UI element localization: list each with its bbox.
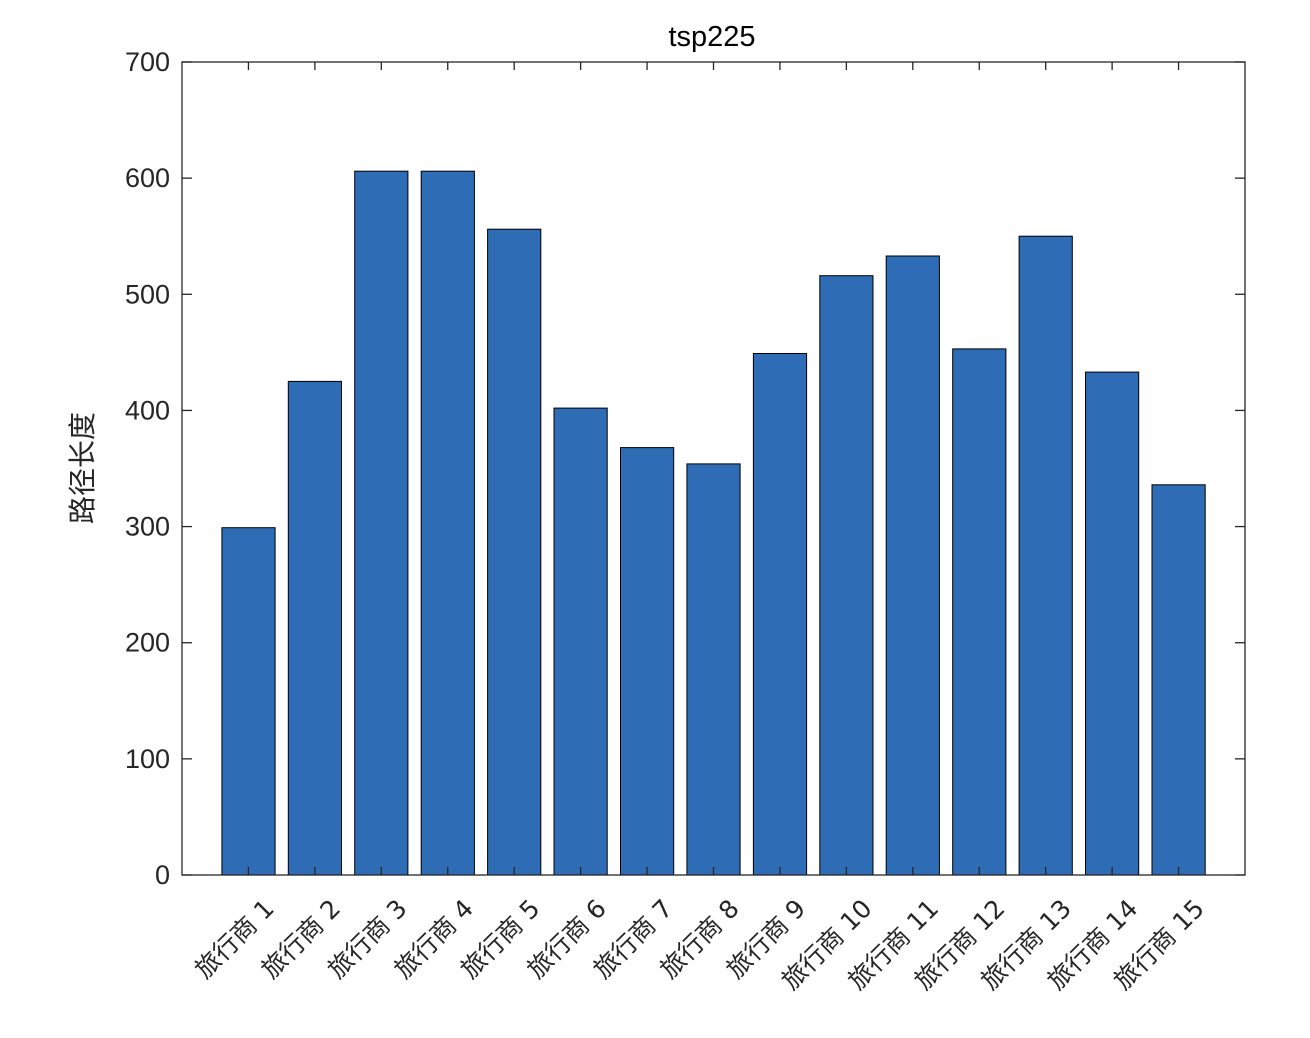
- bar-15: [1151, 484, 1206, 876]
- bar-5: [487, 228, 542, 876]
- bar-9: [752, 353, 808, 876]
- y-tick-label-600: 600: [125, 163, 170, 193]
- y-tick-label-400: 400: [125, 395, 170, 425]
- y-ticks-group: 0 100 200 300 400 500 600 700: [125, 47, 1245, 890]
- y-tick-label-0: 0: [155, 860, 170, 890]
- bars-group: [221, 170, 1206, 876]
- bar-8: [686, 463, 741, 876]
- y-axis-label: 路径长度: [66, 412, 99, 524]
- bar-10: [819, 275, 874, 876]
- bar-6: [553, 407, 608, 876]
- bar-12: [952, 348, 1007, 876]
- bar-3: [354, 170, 409, 876]
- bar-4: [420, 170, 475, 876]
- bar-11: [885, 255, 940, 876]
- y-tick-label-100: 100: [125, 744, 170, 774]
- bar-1: [221, 527, 276, 876]
- bar-2: [287, 380, 342, 876]
- y-tick-label-300: 300: [125, 512, 170, 542]
- y-tick-label-200: 200: [125, 628, 170, 658]
- y-tick-label-700: 700: [125, 47, 170, 77]
- bar-7: [620, 447, 675, 876]
- bar-14: [1085, 371, 1140, 876]
- y-tick-label-500: 500: [125, 279, 170, 309]
- plot-frame: [181, 61, 1246, 876]
- chart-title: tsp225: [668, 21, 755, 53]
- bar-13: [1018, 235, 1073, 876]
